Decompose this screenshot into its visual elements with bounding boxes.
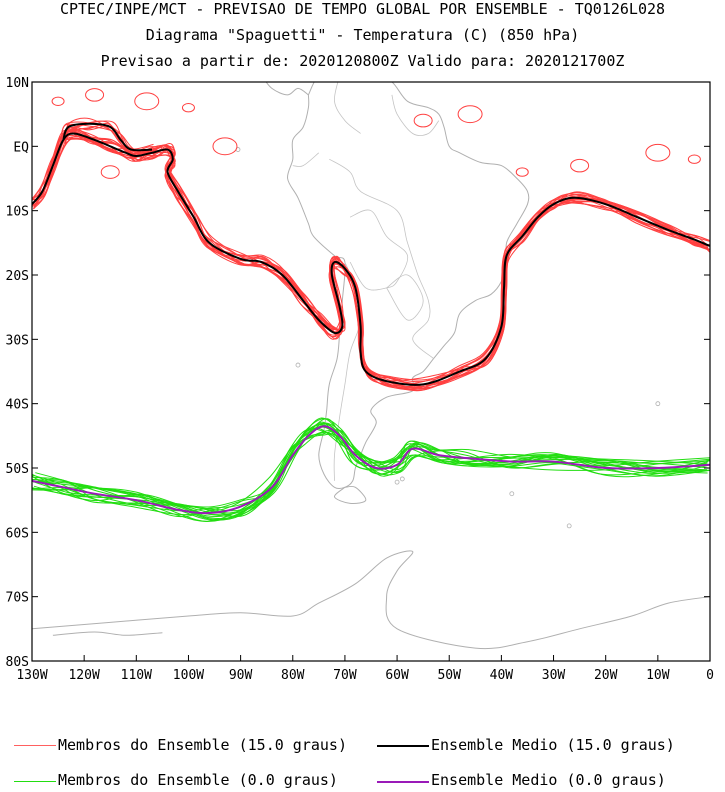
legend-label-mean-0: Ensemble Medio (0.0 graus): [431, 771, 666, 789]
island: [399, 476, 405, 482]
island: [566, 523, 572, 529]
ensemble-member-15-curve: [32, 129, 710, 386]
legend-swatch-mean-15: [377, 745, 429, 747]
country-border: [386, 274, 424, 321]
ensemble-member-15-loop: [181, 103, 195, 113]
legend-swatch-members-0: [14, 781, 56, 782]
lon-label: 10W: [646, 668, 670, 683]
chart-title-line-1: CPTEC/INPE/MCT - PREVISAO DE TEMPO GLOBA…: [59, 0, 666, 18]
coastline-tierra-del-fuego: [334, 485, 367, 505]
ensemble-mean-0-curve: [32, 425, 710, 515]
ensemble-member-15-loop: [134, 92, 160, 111]
ensemble-mean-layer: [32, 122, 710, 515]
ensemble-member-15-loop: [515, 167, 529, 177]
lat-label: 60S: [6, 526, 29, 541]
ensemble-member-15-curve: [32, 137, 710, 387]
ensemble-member-15-loop: [645, 143, 671, 162]
ensemble-member-15-curve: [61, 123, 150, 155]
ensemble-member-15-loop: [51, 96, 65, 107]
ensemble-member-15-curve: [34, 127, 710, 391]
ensemble-mean-15-curve: [62, 122, 153, 152]
lon-label: 100W: [173, 668, 204, 683]
ensemble-member-15-curve: [32, 137, 710, 392]
ensemble-member-15-loop: [100, 165, 120, 179]
ensemble-member-15-loop: [570, 158, 590, 173]
lon-label: 40W: [490, 668, 514, 683]
chart-title-line-2: Diagrama "Spaguetti" - Temperatura (C) (…: [145, 26, 580, 44]
ensemble-member-0-curve: [35, 418, 710, 523]
lon-label: 60W: [385, 668, 409, 683]
ensemble-member-15-loop: [687, 154, 701, 164]
ensemble-member-15-loop: [212, 137, 238, 156]
ensemble-member-15-curve: [32, 135, 709, 389]
island: [394, 479, 400, 485]
island: [655, 401, 661, 407]
ensemble-member-15-curve: [32, 133, 710, 386]
coastline-ice-shelf: [52, 631, 163, 636]
lon-label: 120W: [68, 668, 99, 683]
lat-label: 20S: [6, 269, 29, 284]
country-border: [391, 94, 440, 136]
ensemble-members-15-layer: [32, 88, 710, 392]
ensemble-member-0-curve: [32, 417, 709, 521]
legend-swatch-mean-0: [377, 781, 429, 783]
map-frame: [31, 81, 711, 662]
lon-label: 50W: [437, 668, 461, 683]
coastline-central-america: [265, 82, 309, 96]
ensemble-mean-15-curve: [32, 132, 710, 386]
country-border: [349, 209, 409, 291]
lon-label: 0: [706, 668, 714, 683]
ensemble-member-15-curve: [32, 134, 708, 387]
island: [509, 491, 515, 497]
ensemble-member-15-curve: [33, 130, 708, 386]
ensemble-member-0-curve: [32, 428, 708, 520]
lat-label: 10N: [6, 76, 29, 91]
lat-label: 10S: [6, 205, 29, 220]
legend-label-members-0: Membros do Ensemble (0.0 graus): [58, 771, 338, 789]
lat-label: 40S: [6, 398, 29, 413]
ensemble-member-15-loop: [457, 105, 483, 124]
country-border: [329, 158, 434, 359]
lon-label: 110W: [121, 668, 152, 683]
coastline-layer: [32, 82, 710, 650]
ensemble-member-15-curve: [32, 129, 710, 390]
ensemble-member-15-curve: [33, 129, 710, 381]
ensemble-member-15-curve: [33, 138, 709, 391]
ensemble-member-15-curve: [33, 129, 710, 389]
lat-label: 50S: [6, 462, 29, 477]
map-plot-area: [32, 82, 710, 650]
ensemble-member-0-curve: [34, 427, 708, 517]
country-border: [292, 152, 320, 167]
ensemble-member-15-curve: [33, 136, 710, 382]
lon-label: 70W: [333, 668, 357, 683]
ensemble-member-15-curve: [32, 131, 708, 386]
lat-label: 70S: [6, 591, 29, 606]
lat-label: 30S: [6, 333, 29, 348]
ensemble-member-0-curve: [35, 426, 710, 516]
lon-label: 90W: [229, 668, 253, 683]
lon-label: 20W: [594, 668, 618, 683]
ensemble-member-15-curve: [33, 129, 710, 383]
chart-title-line-3: Previsao a partir de: 2020120800Z Valido…: [100, 52, 625, 70]
island: [295, 362, 301, 368]
ensemble-member-15-loop: [413, 113, 433, 128]
legend-swatch-members-15: [14, 745, 56, 746]
ensemble-member-15-curve: [32, 126, 710, 390]
ensemble-member-15-curve: [60, 121, 155, 155]
country-border: [334, 82, 361, 134]
ensemble-member-15-loop: [85, 88, 105, 102]
lat-label: 80S: [6, 655, 29, 670]
legend-label-members-15: Membros do Ensemble (15.0 graus): [58, 736, 347, 754]
lon-label: 30W: [542, 668, 566, 683]
lat-label: EQ: [13, 140, 29, 155]
lon-label: 80W: [281, 668, 305, 683]
coastline-antarctica: [32, 550, 710, 650]
lon-label: 130W: [16, 668, 47, 683]
legend-label-mean-15: Ensemble Medio (15.0 graus): [431, 736, 675, 754]
